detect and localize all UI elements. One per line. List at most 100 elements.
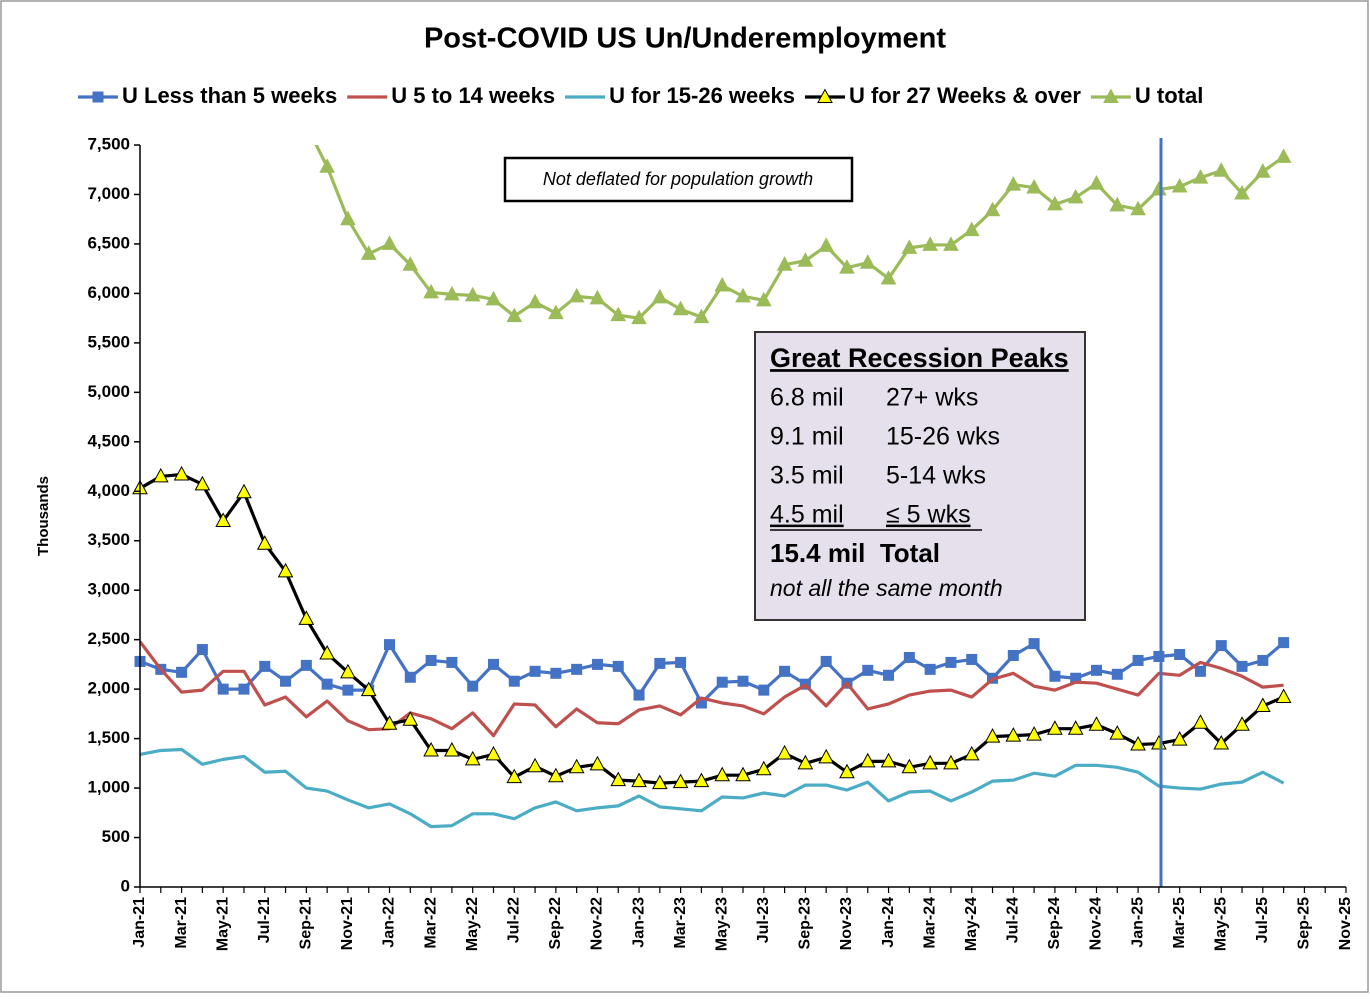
recession-cell: 3.5 mil	[770, 462, 844, 490]
marker	[277, 562, 294, 578]
marker	[1275, 688, 1292, 704]
marker	[152, 467, 169, 483]
marker	[735, 766, 751, 782]
marker	[839, 763, 855, 779]
marker	[1192, 169, 1209, 184]
marker	[859, 254, 876, 269]
marker	[758, 684, 770, 696]
marker	[506, 768, 523, 784]
x-tick-label: Mar-23	[672, 897, 689, 949]
marker	[1005, 727, 1022, 742]
x-tick-label: Nov-25	[1337, 897, 1354, 950]
marker	[880, 270, 897, 285]
marker	[340, 663, 356, 679]
marker	[737, 675, 749, 687]
marker	[256, 535, 273, 550]
marker	[1090, 664, 1102, 676]
x-tick-label: Nov-21	[339, 897, 356, 950]
marker	[675, 656, 687, 668]
marker	[548, 304, 564, 320]
marker	[1174, 649, 1186, 661]
marker	[1047, 720, 1063, 735]
marker	[984, 201, 1001, 217]
marker	[901, 239, 918, 254]
marker	[633, 689, 645, 701]
marker	[903, 651, 915, 663]
marker	[568, 287, 585, 303]
marker	[404, 671, 416, 683]
recession-rows: 6.8 mil 27+ wks 9.1 mil 15-26 wks 3.5 mil 5-1…	[770, 384, 1000, 531]
marker	[714, 766, 731, 782]
y-tick-label: 2,000	[87, 679, 130, 698]
marker	[444, 741, 460, 757]
marker	[1192, 714, 1209, 729]
recession-cell: 4.5 mil	[770, 501, 844, 529]
marker	[880, 752, 897, 768]
marker	[1026, 178, 1042, 194]
marker	[672, 300, 689, 316]
marker	[298, 610, 315, 625]
marker	[529, 665, 541, 677]
legend-label: U for 15-26 weeks	[609, 83, 795, 108]
marker	[1213, 734, 1230, 750]
marker	[300, 659, 312, 671]
marker	[464, 286, 481, 302]
x-tick-label: May-25	[1212, 897, 1229, 951]
marker	[589, 289, 606, 305]
marker	[1005, 176, 1022, 191]
x-tick-label: Jul-22	[505, 897, 522, 943]
marker	[589, 755, 606, 771]
marker	[1130, 200, 1146, 216]
marker	[1088, 175, 1105, 190]
marker	[319, 158, 335, 173]
marker	[217, 683, 229, 695]
x-tick-label: May-22	[464, 897, 481, 951]
x-tick-label: May-24	[963, 897, 980, 951]
recession-footnote: not all the same month	[770, 575, 1003, 601]
marker	[631, 772, 647, 788]
marker	[194, 475, 211, 491]
marker	[672, 773, 689, 789]
marker	[548, 767, 564, 783]
marker	[1109, 196, 1126, 212]
recession-cell: 9.1 mil	[770, 423, 844, 451]
marker	[1067, 188, 1084, 204]
x-tick-label: Jan-22	[381, 897, 398, 948]
marker	[1257, 654, 1269, 666]
marker	[651, 288, 668, 304]
marker	[776, 744, 793, 760]
marker	[1130, 735, 1146, 751]
x-tick-label: Jul-21	[256, 897, 273, 943]
marker	[1007, 649, 1019, 661]
marker	[1088, 716, 1105, 731]
marker	[839, 259, 855, 274]
x-tick-label: Jan-24	[880, 897, 897, 948]
recession-total: 15.4 mil Total	[770, 538, 940, 568]
marker	[966, 653, 978, 665]
marker	[196, 644, 208, 656]
marker	[487, 658, 499, 670]
x-tick-label: Mar-24	[921, 897, 938, 949]
x-tick-label: Jul-25	[1254, 897, 1271, 943]
legend-marker	[1103, 88, 1119, 103]
marker	[1215, 640, 1227, 652]
marker	[236, 483, 252, 499]
marker	[360, 681, 377, 697]
marker	[1132, 654, 1144, 666]
marker	[1278, 637, 1290, 649]
marker	[820, 655, 832, 667]
marker	[924, 663, 936, 675]
recession-cell: 5-14 wks	[886, 462, 986, 490]
x-tick-label: Sep-23	[797, 897, 814, 950]
marker	[859, 752, 876, 768]
marker	[381, 235, 398, 250]
marker	[945, 656, 957, 668]
marker	[1254, 697, 1271, 712]
marker	[259, 660, 271, 672]
marker	[779, 665, 791, 677]
x-tick-label: Sep-21	[298, 897, 315, 950]
chart-title: Post-COVID US Un/Underemployment	[424, 23, 946, 55]
y-axis-label: Thousands	[35, 476, 52, 556]
